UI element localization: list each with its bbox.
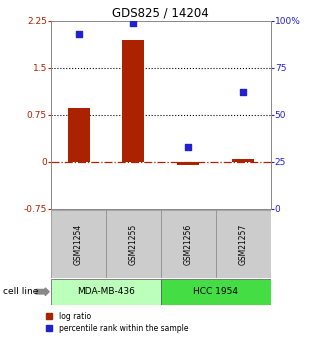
- Bar: [122, 39, 145, 162]
- Bar: [51, 210, 106, 278]
- Legend: log ratio, percentile rank within the sample: log ratio, percentile rank within the sa…: [42, 312, 189, 333]
- Text: GSM21254: GSM21254: [74, 224, 83, 265]
- Text: GSM21256: GSM21256: [184, 224, 193, 265]
- Text: GSM21255: GSM21255: [129, 224, 138, 265]
- Bar: [68, 108, 89, 162]
- Text: HCC 1954: HCC 1954: [193, 287, 238, 296]
- Bar: [161, 279, 271, 305]
- Bar: [177, 162, 199, 165]
- Bar: [106, 210, 161, 278]
- Bar: [51, 279, 161, 305]
- Text: GSM21257: GSM21257: [239, 224, 248, 265]
- Text: MDA-MB-436: MDA-MB-436: [77, 287, 135, 296]
- Bar: [216, 210, 271, 278]
- Bar: [161, 210, 216, 278]
- Title: GDS825 / 14204: GDS825 / 14204: [113, 7, 209, 20]
- Point: [76, 31, 81, 37]
- Text: cell line: cell line: [3, 287, 39, 296]
- Point: [131, 20, 136, 25]
- Bar: [232, 159, 254, 162]
- Point: [186, 144, 191, 149]
- Point: [241, 89, 246, 95]
